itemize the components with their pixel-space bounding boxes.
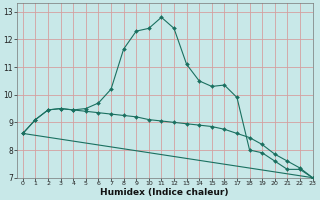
X-axis label: Humidex (Indice chaleur): Humidex (Indice chaleur) bbox=[100, 188, 229, 197]
